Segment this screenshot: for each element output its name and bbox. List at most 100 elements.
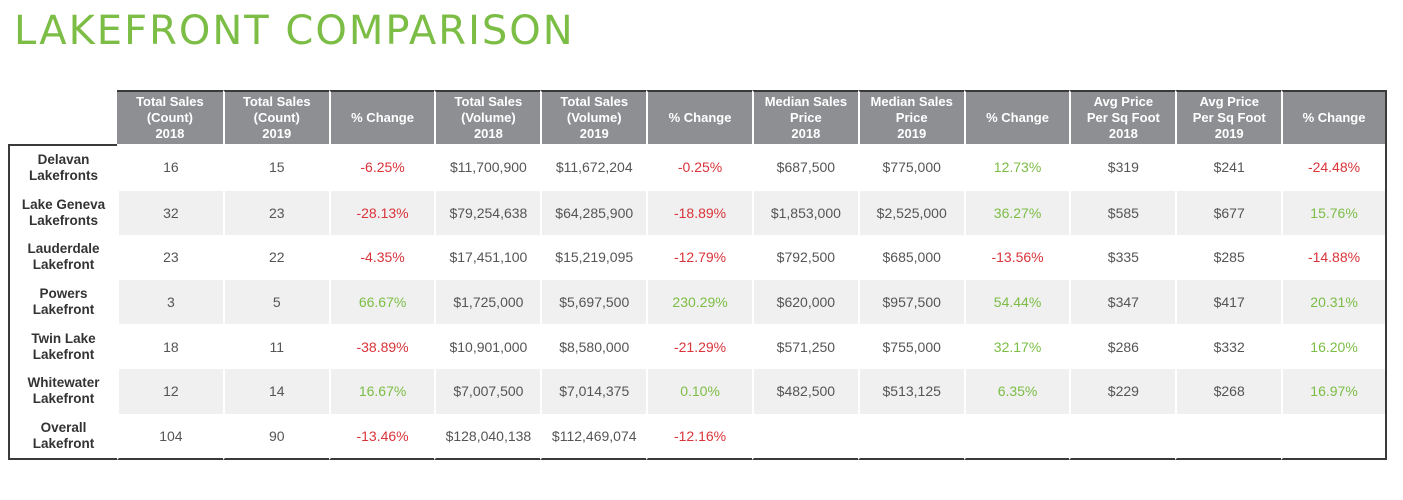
row-label-line: Whitewater xyxy=(27,375,100,391)
table-cell: 12.73% xyxy=(963,144,1070,191)
table-cell: -24.48% xyxy=(1281,144,1387,191)
table-cell xyxy=(1069,413,1176,461)
table-cell: $347 xyxy=(1069,279,1176,325)
table-cell: -6.25% xyxy=(328,144,435,191)
column-header-line: (Volume) xyxy=(461,110,516,125)
row-label: Overall Lakefront xyxy=(8,413,117,461)
table-cell: $482,500 xyxy=(751,368,858,414)
row-label: Lauderdale Lakefront xyxy=(8,235,117,280)
row-label-line: Lakefront xyxy=(32,257,95,273)
column-header: % Change xyxy=(646,90,752,144)
table-cell: 18 xyxy=(117,324,223,369)
row-label-line: Lakefront xyxy=(32,302,95,318)
column-header-line: Total Sales xyxy=(560,94,629,109)
column-header-line: Price xyxy=(789,110,822,125)
table-cell: $241 xyxy=(1175,144,1281,191)
table-cell: $285 xyxy=(1175,235,1281,280)
table-cell: 20.31% xyxy=(1281,279,1387,325)
row-label-line: Twin Lake xyxy=(31,330,96,346)
table-cell: $319 xyxy=(1069,144,1175,191)
table-cell: 22 xyxy=(222,235,329,280)
table-cell: -4.35% xyxy=(328,235,435,280)
table-cell: $10,901,000 xyxy=(434,324,540,369)
row-label: Twin Lake Lakefront xyxy=(8,324,117,369)
table-cell xyxy=(1281,413,1387,461)
row-label-line: Delavan xyxy=(37,152,90,168)
table-cell: $8,580,000 xyxy=(540,324,646,369)
table-cell: -13.56% xyxy=(963,235,1070,280)
table-cell: -21.29% xyxy=(646,324,752,369)
table-cell: $268 xyxy=(1175,368,1282,414)
table-cell xyxy=(963,413,1070,461)
column-header-line: 2018 xyxy=(155,126,185,141)
table-cell: 230.29% xyxy=(646,279,752,325)
table-cell: $957,500 xyxy=(857,279,964,325)
column-header: Total Sales (Volume) 2019 xyxy=(540,90,647,144)
table-cell: $571,250 xyxy=(751,324,858,369)
column-header-line: 2018 xyxy=(473,126,503,141)
table-cell: 15 xyxy=(222,144,329,191)
table-cell: $332 xyxy=(1175,324,1281,369)
column-header-line: Median Sales xyxy=(764,94,848,109)
column-header-line: Price xyxy=(895,110,928,125)
row-label-line: Lakefront xyxy=(32,391,95,407)
table-cell: -14.88% xyxy=(1281,235,1387,280)
table-cell: -12.79% xyxy=(646,235,752,280)
table-cell: $64,285,900 xyxy=(540,190,647,236)
table-cell: -12.16% xyxy=(646,413,752,461)
column-header-line: (Count) xyxy=(146,110,194,125)
column-header: Total Sales (Volume) 2018 xyxy=(434,90,541,144)
table-cell: 66.67% xyxy=(328,279,435,325)
table-cell: 36.27% xyxy=(963,190,1070,236)
column-header-line: 2019 xyxy=(1214,126,1244,141)
row-label-line: Lakefronts xyxy=(28,212,99,228)
table-cell: $792,500 xyxy=(751,235,858,280)
column-header-line: Avg Price xyxy=(1199,94,1259,109)
row-label-line: Powers xyxy=(39,286,88,302)
table-cell: $79,254,638 xyxy=(434,190,541,236)
table-cell: $7,007,500 xyxy=(434,368,541,414)
table-cell: $286 xyxy=(1069,324,1175,369)
table-cell: -13.46% xyxy=(328,413,435,461)
table-cell: $7,014,375 xyxy=(540,368,647,414)
table-cell xyxy=(1175,413,1282,461)
column-header: Median Sales Price 2019 xyxy=(857,90,964,144)
table-cell: $687,500 xyxy=(751,144,858,191)
comparison-table-container: Total Sales (Count) 2018 Total Sales (Count)… xyxy=(8,90,1387,461)
column-header: % Change xyxy=(1281,90,1387,144)
table-row: Twin Lake Lakefront 18 11 -38.89% $10,901,000… xyxy=(8,324,1387,369)
row-label-line: Lakefronts xyxy=(28,168,99,184)
row-label-line: Overall xyxy=(40,419,87,435)
column-header: % Change xyxy=(328,90,435,144)
column-header-line: Total Sales xyxy=(136,94,204,109)
table-row: Powers Lakefront 3 5 66.67% $1,725,000 $5,697,… xyxy=(8,279,1387,325)
table-cell: -28.13% xyxy=(328,190,435,236)
table-cell: $620,000 xyxy=(751,279,858,325)
row-label-line: Lake Geneva xyxy=(21,196,106,212)
table-cell: 16.97% xyxy=(1281,368,1387,414)
table-cell: -0.25% xyxy=(646,144,752,191)
table-cell: $417 xyxy=(1175,279,1282,325)
column-header-line: 2018 xyxy=(1108,126,1138,141)
column-header: Total Sales (Count) 2018 xyxy=(117,90,223,144)
column-header-line: % Change xyxy=(351,110,414,125)
table-row: Lauderdale Lakefront 23 22 -4.35% $17,451,100… xyxy=(8,235,1387,280)
table-cell: $5,697,500 xyxy=(540,279,647,325)
table-body: Delavan Lakefronts 16 15 -6.25% $11,700,900 $1… xyxy=(8,144,1387,461)
table-cell: $17,451,100 xyxy=(434,235,540,280)
table-cell: $335 xyxy=(1069,235,1175,280)
table-cell: 3 xyxy=(117,279,223,325)
table-cell: 16.67% xyxy=(328,368,435,414)
column-header-line: Per Sq Foot xyxy=(1192,110,1266,125)
table-row: Delavan Lakefronts 16 15 -6.25% $11,700,900 $1… xyxy=(8,144,1387,191)
row-label-line: Lakefront xyxy=(32,435,95,451)
table-row: Overall Lakefront 104 90 -13.46% $128,040,138… xyxy=(8,413,1387,461)
table-cell: 5 xyxy=(222,279,329,325)
column-header-line: Per Sq Foot xyxy=(1086,110,1160,125)
table-row: Whitewater Lakefront 12 14 16.67% $7,007,500 $… xyxy=(8,368,1387,414)
table-cell: 11 xyxy=(222,324,329,369)
table-cell: 104 xyxy=(117,413,223,461)
row-label: Whitewater Lakefront xyxy=(8,368,117,414)
table-cell: -18.89% xyxy=(646,190,752,236)
row-label-line: Lauderdale xyxy=(27,241,100,257)
